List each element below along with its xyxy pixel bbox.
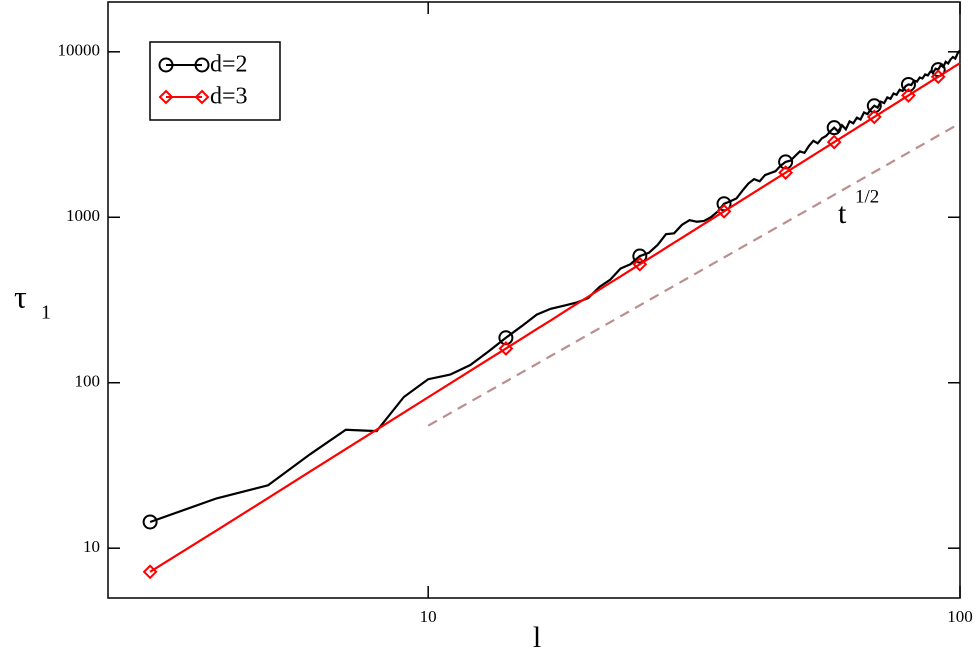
marker — [158, 57, 174, 73]
marker — [778, 165, 794, 181]
annotation: t — [838, 197, 847, 230]
marker — [826, 120, 842, 136]
marker — [826, 134, 842, 150]
marker — [632, 248, 648, 264]
plot-frame — [107, 1, 961, 599]
y-tick-label: 10 — [83, 537, 100, 556]
annotation-superscript: 1/2 — [855, 186, 879, 207]
marker — [498, 330, 514, 346]
series-line — [149, 62, 961, 573]
y-tick-label: 1000 — [66, 206, 100, 225]
marker — [142, 514, 158, 530]
marker — [498, 341, 514, 356]
legend-label: d=2 — [210, 52, 248, 78]
marker — [716, 203, 732, 219]
marker — [901, 87, 916, 103]
marker — [632, 256, 648, 272]
legend-label: d=3 — [210, 84, 248, 110]
y-axis-label-subscript: 1 — [41, 302, 51, 324]
series-line — [427, 122, 961, 427]
x-tick-label: 10 — [420, 607, 437, 626]
x-axis-label: l — [533, 621, 541, 654]
marker — [900, 76, 916, 92]
series-line — [149, 49, 961, 524]
x-tick-label: 100 — [947, 607, 973, 626]
marker — [866, 109, 882, 125]
legend-box — [149, 41, 281, 121]
marker — [778, 154, 794, 170]
marker — [194, 57, 210, 73]
marker — [194, 89, 210, 105]
y-tick-label: 10000 — [58, 41, 101, 60]
y-axis-label: τ — [14, 278, 27, 314]
y-tick-label: 100 — [75, 372, 101, 391]
marker — [930, 69, 946, 85]
marker — [142, 564, 158, 580]
marker — [158, 89, 174, 105]
